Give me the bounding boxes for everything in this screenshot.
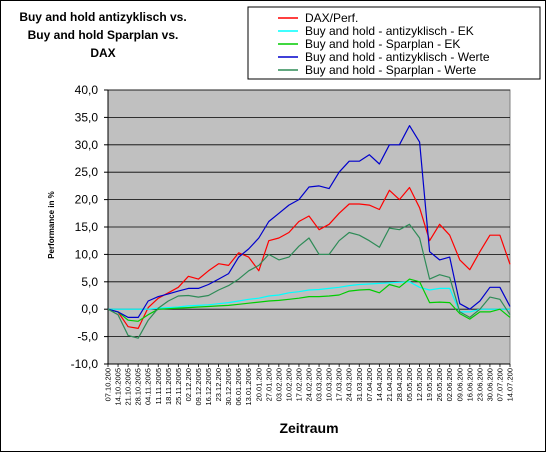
legend-entry: Buy and hold - Sparplan - EK bbox=[305, 37, 460, 51]
x-tick-label: 23.12.200 bbox=[214, 368, 223, 401]
x-tick-label: 02.06.200 bbox=[445, 368, 454, 401]
y-tick-label: 25,0 bbox=[75, 165, 99, 179]
x-tick-label: 24.03.200 bbox=[345, 368, 354, 401]
x-tick-label: 14.10.2005 bbox=[114, 368, 123, 406]
legend-entry: Buy and hold - antizyklisch - EK bbox=[305, 24, 474, 38]
chart-title-line: Buy and hold Sparplan vs. bbox=[28, 28, 179, 42]
legend-entry: Buy and hold - Sparplan - Werte bbox=[305, 63, 477, 77]
series-line bbox=[107, 124, 511, 318]
x-tick-label: 28.10.2005 bbox=[134, 368, 143, 406]
x-tick-label: 10.03.200 bbox=[325, 368, 334, 401]
chart-title: Buy and hold antizyklisch vs. Buy and hol… bbox=[19, 10, 186, 60]
x-tick-label: 21.04.200 bbox=[385, 368, 394, 401]
x-tick-label: 03.02.200 bbox=[274, 368, 283, 401]
series-line bbox=[107, 223, 511, 339]
legend-entry: DAX/Perf. bbox=[305, 11, 358, 25]
x-tick-label: 13.01.2006 bbox=[244, 368, 253, 406]
y-axis-label: Performance in % bbox=[47, 191, 56, 259]
x-tick-label: 14.07.200 bbox=[506, 368, 515, 401]
legend: DAX/Perf.Buy and hold - antizyklisch - E… bbox=[247, 6, 541, 80]
legend-box bbox=[247, 6, 541, 80]
x-tick-label: 21.10.2005 bbox=[124, 368, 133, 406]
y-tick-label: 5,0 bbox=[81, 275, 98, 289]
legend-entry: Buy and hold - antizyklisch - Werte bbox=[305, 50, 490, 64]
x-tick-label: 09.06.200 bbox=[455, 368, 464, 401]
x-tick-label: 18.11.2005 bbox=[164, 368, 173, 405]
x-tick-label: 11.11.2005 bbox=[154, 368, 163, 404]
x-tick-label: 28.04.200 bbox=[395, 368, 404, 401]
y-tick-label: 10,0 bbox=[75, 247, 99, 261]
x-tick-label: 07.07.200 bbox=[495, 368, 504, 401]
x-tick-label: 06.01.2006 bbox=[234, 368, 243, 406]
chart-title-line: DAX bbox=[90, 46, 115, 60]
x-tick-label: 17.02.200 bbox=[294, 368, 303, 401]
series-line bbox=[107, 186, 511, 329]
x-tick-label: 10.02.200 bbox=[284, 368, 293, 401]
y-tick-label: 35,0 bbox=[75, 110, 99, 124]
y-tick-label: 0,0 bbox=[81, 302, 98, 316]
x-tick-label: 20.01.200 bbox=[254, 368, 263, 401]
x-tick-label: 12.05.200 bbox=[415, 368, 424, 401]
x-tick-label: 17.03.200 bbox=[335, 368, 344, 401]
x-tick-label: 25.11.2005 bbox=[174, 368, 183, 405]
x-tick-label: 16.06.200 bbox=[465, 368, 474, 401]
series-line bbox=[107, 278, 511, 322]
y-tick-label: 15,0 bbox=[75, 220, 99, 234]
x-tick-label: 02.12.200 bbox=[184, 368, 193, 401]
x-axis-label: Zeitraum bbox=[279, 420, 338, 436]
x-tick-label: 19.05.200 bbox=[425, 368, 434, 401]
x-tick-label: 23.06.200 bbox=[475, 368, 484, 401]
x-tick-label: 04.11.2005 bbox=[144, 368, 153, 405]
y-tick-label: 40,0 bbox=[75, 83, 99, 97]
x-tick-label: 05.05.200 bbox=[405, 368, 414, 401]
series-line bbox=[108, 281, 510, 313]
x-tick-label: 24.02.200 bbox=[305, 368, 314, 401]
x-axis-ticks: 07.10.200 14.10.2005 21.10.2005 28.10.2005 0… bbox=[104, 364, 515, 406]
x-tick-label: 03.03.200 bbox=[315, 368, 324, 401]
x-tick-label: 14.04.200 bbox=[375, 368, 384, 401]
x-tick-label: 16.12.2005 bbox=[204, 368, 213, 406]
x-tick-label: 26.05.200 bbox=[435, 368, 444, 401]
chart-title-line: Buy and hold antizyklisch vs. bbox=[19, 10, 186, 24]
x-tick-label: 09.12.2005 bbox=[194, 368, 203, 406]
y-tick-label: 30,0 bbox=[75, 138, 99, 152]
x-tick-label: 31.03.200 bbox=[355, 368, 364, 401]
x-tick-label: 07.10.200 bbox=[104, 368, 113, 401]
x-tick-label: 30.06.200 bbox=[485, 368, 494, 401]
x-tick-label: 27.01.200 bbox=[264, 368, 273, 401]
y-tick-label: -10,0 bbox=[71, 357, 99, 371]
x-tick-label: 07.04.200 bbox=[365, 368, 374, 401]
y-tick-label: 20,0 bbox=[75, 193, 99, 207]
x-tick-label: 30.12.2005 bbox=[224, 368, 233, 406]
y-tick-label: -5,0 bbox=[77, 330, 98, 344]
series-lines bbox=[107, 124, 511, 339]
